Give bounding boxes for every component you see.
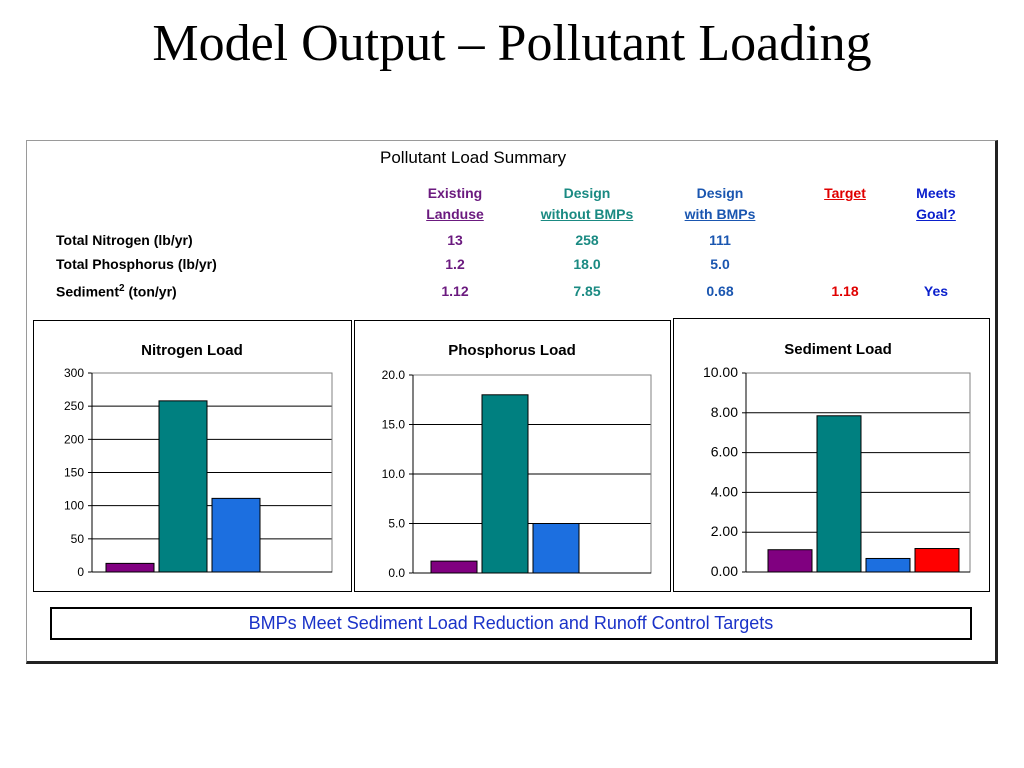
phosphorus-y-tick-label: 15.0: [382, 418, 406, 432]
sediment-bar-2: [816, 415, 862, 573]
sediment-chart: Sediment Load 0.00 2.00 4.00 6.00 8.00 10.00: [673, 318, 990, 592]
header-meets-goal: Meets Goal?: [898, 183, 974, 225]
phosphorus-y-tick-label: 10.0: [382, 467, 406, 481]
nitrogen-bar-3: [211, 497, 261, 573]
cell-sediment-meets-goal: Yes: [923, 283, 949, 299]
phosphorus-chart: Phosphorus Load 0.0 5.0 10.0 15.0 20.0: [354, 320, 671, 592]
cell-sediment-target: 1.18: [831, 283, 859, 299]
nitrogen-y-tick-label: 50: [71, 532, 85, 546]
row-label-sediment-unit: (ton/yr): [124, 283, 177, 300]
header-existing-line2: Landuse: [426, 206, 484, 222]
nitrogen-chart-title: Nitrogen Load: [141, 342, 243, 359]
sediment-y-tick-label: 6.00: [711, 444, 738, 460]
row-label-sediment-main: Sediment: [56, 283, 120, 300]
sediment-y-tick-label: 4.00: [711, 483, 738, 499]
row-label-sediment-footnote: 2: [119, 283, 125, 294]
phosphorus-bar-2: [481, 394, 529, 574]
cell-sediment-existing: 1.12: [441, 283, 469, 299]
nitrogen-bar-1: [105, 562, 155, 573]
nitrogen-chart-svg: Nitrogen Load 0 50 100 150 200 250 300: [64, 342, 333, 579]
cell-phosphorus-design-without: 18.0: [573, 256, 601, 272]
header-meets-line1: Meets: [916, 185, 956, 201]
header-meets-line2: Goal?: [916, 206, 956, 222]
cell-nitrogen-existing: 13: [447, 232, 463, 248]
phosphorus-y-tick-label: 0.0: [388, 566, 405, 580]
phosphorus-chart-title: Phosphorus Load: [448, 342, 576, 359]
header-design-with-bmps: Design with BMPs: [665, 183, 775, 225]
phosphorus-y-tick-label: 20.0: [382, 368, 406, 382]
nitrogen-y-tick-label: 0: [77, 565, 84, 579]
sediment-y-tick-label: 10.00: [703, 364, 738, 380]
header-target-line2: Target: [824, 185, 866, 201]
phosphorus-bar-3: [532, 523, 580, 574]
header-existing-line1: Existing: [427, 185, 483, 201]
nitrogen-y-tick-label: 200: [64, 432, 84, 446]
header-target: Target: [805, 183, 885, 204]
header-design-without-line2: without BMPs: [540, 206, 634, 222]
header-design-without-bmps: Design without BMPs: [522, 183, 652, 225]
cell-nitrogen-design-without: 258: [575, 232, 599, 248]
cell-phosphorus-existing: 1.2: [445, 256, 465, 272]
cell-sediment-design-without: 7.85: [573, 283, 601, 299]
sediment-bar-3: [865, 557, 911, 573]
sediment-chart-title: Sediment Load: [784, 341, 892, 358]
nitrogen-y-tick-label: 250: [64, 399, 84, 413]
row-label-nitrogen: Total Nitrogen (lb/yr): [56, 232, 193, 248]
footer-message: BMPs Meet Sediment Load Reduction and Ru…: [50, 607, 972, 640]
phosphorus-bar-1: [430, 560, 478, 574]
nitrogen-bar-2: [158, 400, 208, 573]
header-design-with-line2: with BMPs: [684, 206, 756, 222]
sediment-y-tick-label: 2.00: [711, 523, 738, 539]
cell-nitrogen-design-with: 111: [709, 232, 731, 248]
header-design-without-line1: Design: [563, 185, 611, 201]
header-existing-landuse: Existing Landuse: [410, 183, 500, 225]
sediment-chart-svg: Sediment Load 0.00 2.00 4.00 6.00 8.00 10.00: [703, 341, 971, 579]
header-design-with-line1: Design: [696, 185, 744, 201]
nitrogen-y-tick-label: 100: [64, 499, 84, 513]
nitrogen-chart: Nitrogen Load 0 50 100 150 200 250 300: [33, 320, 352, 592]
row-label-sediment: Sediment2 (ton/yr): [56, 283, 177, 300]
slide-title: Model Output – Pollutant Loading: [152, 15, 872, 72]
phosphorus-y-tick-label: 5.0: [388, 517, 405, 531]
summary-title: Pollutant Load Summary: [380, 148, 567, 167]
nitrogen-y-tick-label: 150: [64, 466, 84, 480]
cell-sediment-design-with: 0.68: [706, 283, 734, 299]
sediment-y-tick-label: 8.00: [711, 404, 738, 420]
nitrogen-y-tick-label: 300: [64, 366, 84, 380]
sediment-y-tick-label: 0.00: [711, 563, 738, 579]
sediment-bar-4: [914, 548, 960, 573]
row-label-phosphorus: Total Phosphorus (lb/yr): [56, 256, 217, 272]
phosphorus-chart-svg: Phosphorus Load 0.0 5.0 10.0 15.0 20.0: [382, 342, 652, 580]
sediment-bar-1: [767, 549, 813, 573]
cell-phosphorus-design-with: 5.0: [710, 256, 730, 272]
